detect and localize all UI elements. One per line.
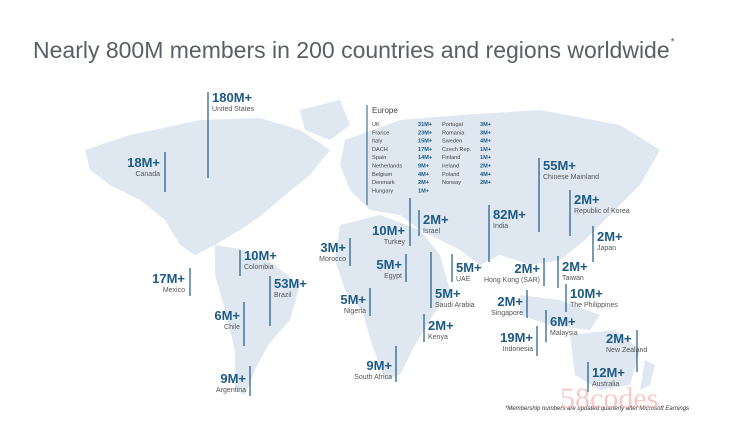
region-name: Morocco [319,256,346,263]
region-name: Israel [423,228,441,235]
region-name: United States [212,106,255,113]
region-value: 82M+ [493,207,526,222]
region-name: Chinese Mainland [543,174,599,181]
europe-title: Europe [372,106,398,115]
region-name: Hong Kong (SAR) [484,277,540,284]
region-name: Singapore [491,310,523,317]
europe-value: 2M+ [418,180,430,186]
region-name: Canada [135,171,160,178]
europe-value: 9M+ [418,164,430,170]
region-name: Turkey [384,239,406,246]
europe-country: Poland [442,172,459,178]
region-value: 2M+ [497,294,523,309]
region-value: 9M+ [366,358,392,373]
region-name: Colombia [244,264,274,271]
europe-country: Italy [372,139,382,145]
europe-value: 14M+ [418,155,433,161]
region-name: Malaysia [550,330,578,337]
region-name: Mexico [163,287,185,294]
region-value: 5M+ [340,292,366,307]
region-name: The Philippines [570,302,618,309]
region-value: 18M+ [127,155,160,170]
region-value: 180M+ [212,90,253,105]
title-mark: * [671,37,675,48]
region-name: South Africa [354,374,392,381]
region-name: Brazil [274,292,292,299]
europe-value: 23M+ [418,130,433,136]
europe-country: Spain [372,155,386,161]
region-value: 12M+ [592,365,625,380]
title: Nearly 800M members in 200 countries and… [33,37,670,63]
region-value: 2M+ [514,261,540,276]
europe-country: Finland [442,155,460,161]
europe-country: Sweden [442,139,462,145]
europe-value: 1M+ [480,155,492,161]
region-name: Saudi Arabia [435,302,475,309]
region-value: 2M+ [574,192,600,207]
europe-country: Denmark [372,180,395,186]
europe-value: 4M+ [480,172,492,178]
region-value: 6M+ [214,308,240,323]
europe-value: 2M+ [480,164,492,170]
region-name: Kenya [428,334,448,341]
europe-country: Hungary [372,188,393,194]
region-value: 55M+ [543,158,576,173]
region-name: Republic of Korea [574,208,630,215]
region-name: Chile [224,324,240,331]
region-value: 2M+ [423,212,449,227]
europe-country: Romania [442,130,465,136]
europe-value: 1M+ [418,188,430,194]
europe-country: Ireland [442,164,459,170]
region-name: Japan [597,245,616,252]
region-name: New Zealand [606,347,647,354]
region-value: 53M+ [274,276,307,291]
europe-country: UK [372,122,380,128]
region-name: Taiwan [562,275,584,282]
region-value: 2M+ [562,259,588,274]
region-labels: 180M+United States18M+Canada17M+Mexico10… [127,90,647,396]
footnote: *Membership numbers are updated quarterl… [505,406,689,412]
europe-country: Norway [442,180,461,186]
europe-value: 31M+ [418,122,433,128]
region-value: 10M+ [372,223,405,238]
region-value: 9M+ [220,371,246,386]
europe-country: Belgium [372,172,393,178]
region-value: 2M+ [428,318,454,333]
europe-country: France [372,130,389,136]
region-value: 17M+ [152,271,185,286]
europe-value: 4M+ [480,139,492,145]
region-name: Egypt [384,273,402,280]
region-value: 5M+ [376,257,402,272]
region-name: Argentina [216,387,246,394]
europe-country: Czech Rep. [442,147,472,153]
europe-value: 15M+ [418,139,433,145]
region-name: India [493,223,508,230]
region-value: 19M+ [500,330,533,345]
region-value: 5M+ [435,286,461,301]
region-name: UAE [456,276,471,283]
europe-value: 3M+ [480,130,492,136]
europe-value: 4M+ [418,172,430,178]
world-map [85,100,660,395]
region-value: 6M+ [550,314,576,329]
region-name: Nigeria [344,308,366,315]
europe-value: 17M+ [418,147,433,153]
europe-value: 1M+ [480,147,492,153]
region-name: Australia [592,381,619,388]
europe-table: Europe UK 31M+ Portugal 3M+ France 23M+ Romani… [366,105,492,205]
region-value: 2M+ [597,229,623,244]
region-name: Indonesia [503,346,533,353]
region-value: 2M+ [606,331,632,346]
region-value: 3M+ [320,240,346,255]
region-value: 5M+ [456,260,482,275]
europe-value: 2M+ [480,180,492,186]
watermark: 58codes [560,382,658,415]
europe-country: Netherlands [372,164,402,170]
region-value: 10M+ [570,286,603,301]
europe-country: Portugal [442,122,463,128]
europe-country: DACH [372,147,388,153]
europe-value: 3M+ [480,122,492,128]
region-value: 10M+ [244,248,277,263]
